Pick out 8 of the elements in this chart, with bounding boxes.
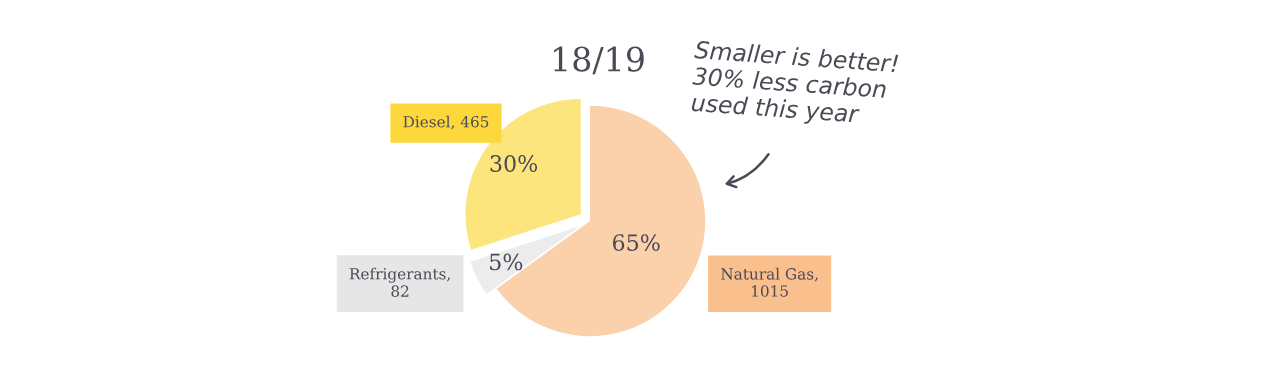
- chart-title: 18/19: [554, 46, 644, 75]
- data-label: 65%: [612, 234, 660, 251]
- data-label: 5%: [490, 253, 523, 271]
- slice-label: Diesel, 465: [403, 115, 489, 130]
- slice-label: Refrigerants, 82: [349, 267, 450, 297]
- data-label: 30%: [490, 155, 538, 172]
- text: Smaller is better! 30% less carbon used this year: [691, 40, 899, 128]
- slice-label: Natural Gas, 1015: [721, 267, 818, 297]
